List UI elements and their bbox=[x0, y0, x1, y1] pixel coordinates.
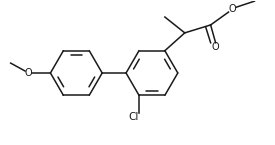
Text: O: O bbox=[25, 68, 32, 78]
Text: O: O bbox=[229, 4, 236, 14]
Text: Cl: Cl bbox=[129, 112, 139, 122]
Text: O: O bbox=[212, 42, 219, 52]
